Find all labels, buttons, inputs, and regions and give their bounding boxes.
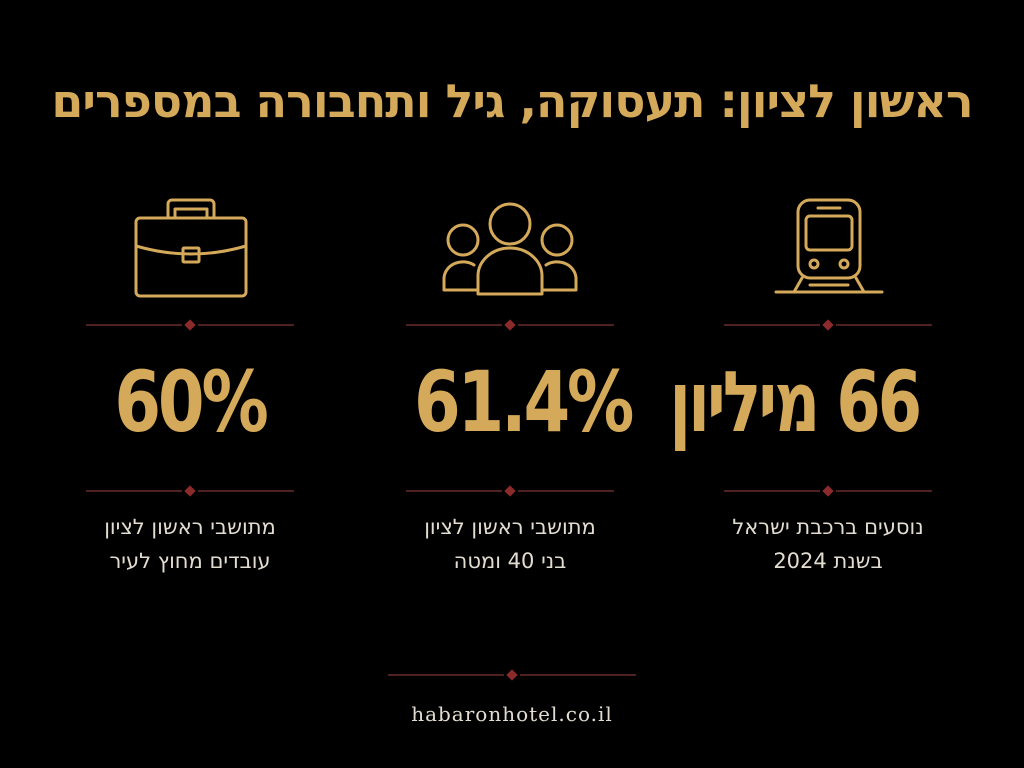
stat-card-transport: 66 מיליון נוסעים ברכבת ישראל בשנת 2024 bbox=[669, 190, 938, 610]
page-title: ראשון לציון: תעסוקה, גיל ותחבורה במספרים bbox=[51, 74, 973, 128]
divider bbox=[724, 484, 932, 498]
divider bbox=[406, 484, 614, 498]
stat-description-line: עובדים מחוץ לעיר bbox=[109, 549, 271, 573]
stat-description-line: נוסעים ברכבת ישראל bbox=[732, 515, 924, 539]
stat-card-age: 61.4% מתושבי ראשון לציון בני 40 ומטה bbox=[400, 190, 634, 610]
divider bbox=[406, 318, 614, 332]
people-group-icon bbox=[400, 190, 620, 310]
footer-divider bbox=[388, 667, 636, 681]
stat-description-line: מתושבי ראשון לציון bbox=[424, 515, 596, 539]
stat-description: נוסעים ברכבת ישראל בשנת 2024 bbox=[708, 510, 948, 578]
stat-value: 66 מיליון bbox=[669, 353, 922, 451]
stat-value: 61.4% bbox=[414, 353, 634, 451]
divider bbox=[86, 318, 294, 332]
stat-description: מתושבי ראשון לציון עובדים מחוץ לעיר bbox=[70, 510, 310, 578]
stat-card-employment: 60% מתושבי ראשון לציון עובדים מחוץ לעיר bbox=[80, 190, 300, 610]
stat-description-line: בשנת 2024 bbox=[773, 549, 883, 573]
divider bbox=[724, 318, 932, 332]
divider bbox=[86, 484, 294, 498]
briefcase-icon bbox=[80, 190, 300, 310]
stat-description-line: מתושבי ראשון לציון bbox=[104, 515, 276, 539]
stat-description: מתושבי ראשון לציון בני 40 ומטה bbox=[390, 510, 630, 578]
stat-description-line: בני 40 ומטה bbox=[453, 549, 567, 573]
train-icon bbox=[718, 190, 938, 310]
website-link[interactable]: habaronhotel.co.il bbox=[411, 702, 613, 726]
stat-value: 60% bbox=[114, 353, 268, 451]
